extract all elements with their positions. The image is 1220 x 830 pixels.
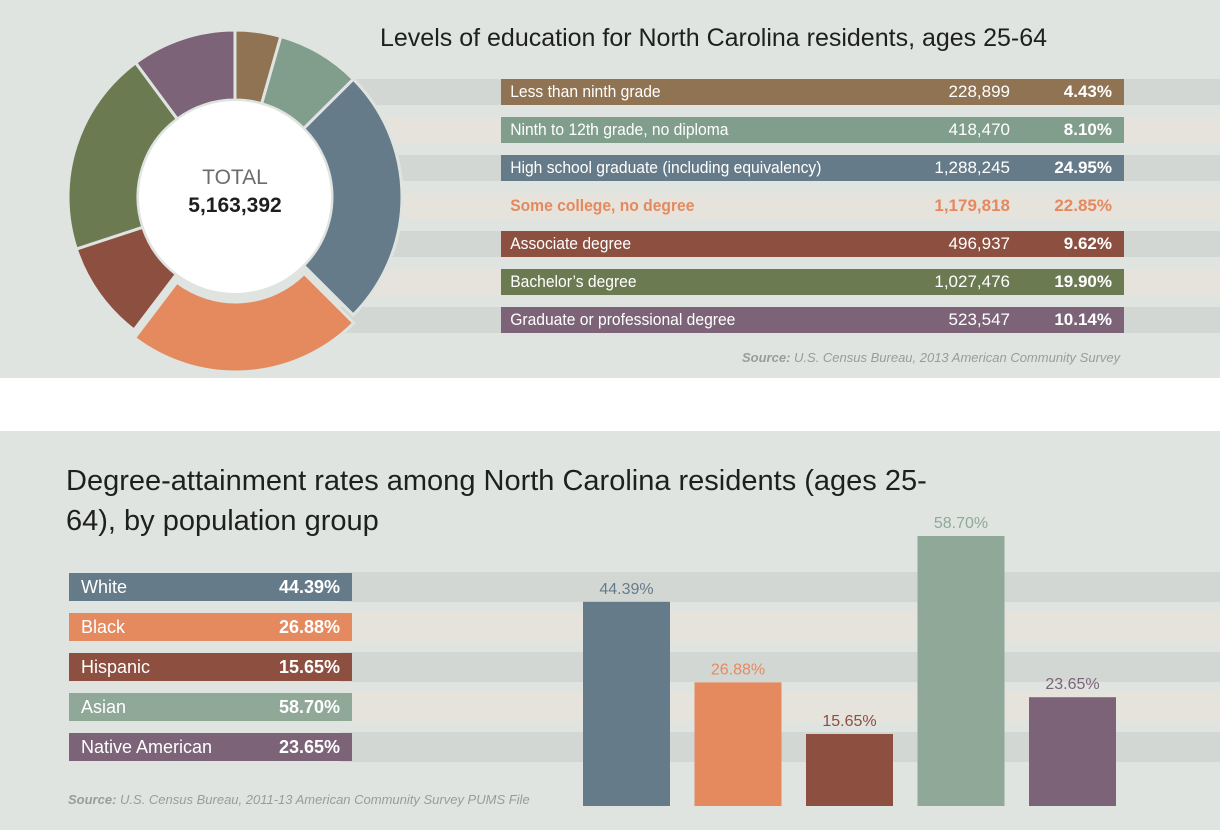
education-row-count: 418,470	[948, 120, 1010, 139]
education-row: Graduate or professional degree 523,547 10…	[501, 307, 1124, 333]
education-row: Bachelor’s degree 1,027,476 19.90%	[501, 269, 1124, 295]
donut-slice	[133, 28, 237, 122]
attainment-row-label: White	[81, 576, 128, 597]
education-stripe	[340, 193, 1220, 219]
attainment-row-percent: 26.88%	[278, 616, 340, 637]
bar-asian	[917, 535, 1005, 806]
bar-value-label: 23.65%	[1045, 676, 1099, 693]
education-row-label: Associate degree	[510, 234, 632, 253]
education-row-count: 1,179,818	[934, 196, 1010, 215]
donut-slice	[66, 60, 180, 251]
attainment-row-label: Native American	[81, 736, 213, 757]
education-donut-chart	[66, 28, 404, 372]
education-row-percent: 19.90%	[1054, 272, 1112, 291]
education-row: High school graduate (including equivale…	[501, 155, 1124, 181]
education-row: Less than ninth grade 228,899 4.43%	[501, 79, 1124, 105]
attainment-source-prefix: Source:	[68, 792, 117, 807]
education-row-label: Ninth to 12th grade, no diploma	[510, 120, 729, 139]
bar-black	[694, 682, 782, 806]
donut-center	[139, 101, 331, 293]
education-row-count: 228,899	[948, 82, 1010, 101]
attainment-row: Native American 23.65%	[69, 733, 352, 761]
bar-hispanic	[806, 734, 893, 806]
attainment-row-label: Hispanic	[81, 656, 151, 677]
attainment-row: Asian 58.70%	[69, 693, 352, 721]
education-row-label: High school graduate (including equivale…	[510, 158, 822, 177]
attainment-bar-chart: 44.39% 26.88% 15.65% 58.70% 23.65%	[583, 515, 1116, 806]
donut-total-value: 5,163,392	[188, 194, 282, 217]
attainment-row: Black 26.88%	[69, 613, 352, 641]
education-row-percent: 8.10%	[1063, 120, 1112, 139]
education-row-count: 523,547	[948, 310, 1010, 329]
attainment-row-percent: 23.65%	[278, 736, 340, 757]
attainment-row: White 44.39%	[69, 573, 352, 601]
education-row: Ninth to 12th grade, no diploma 418,470 8.…	[501, 117, 1124, 143]
education-row-percent: 4.43%	[1063, 82, 1112, 101]
bar-value-label: 15.65%	[822, 713, 876, 730]
bar-white	[583, 601, 670, 806]
donut-slice	[132, 271, 356, 372]
education-row-percent: 22.85%	[1054, 196, 1112, 215]
education-row-label: Some college, no degree	[510, 196, 695, 215]
education-row-count: 1,027,476	[934, 272, 1010, 291]
attainment-stripe	[340, 652, 1220, 682]
attainment-row-label: Black	[81, 616, 126, 637]
education-row-percent: 24.95%	[1054, 158, 1112, 177]
attainment-source: Source: U.S. Census Bureau, 2011-13 Amer…	[68, 792, 530, 807]
education-row-label: Graduate or professional degree	[510, 310, 736, 329]
education-row-label: Bachelor’s degree	[510, 272, 637, 291]
education-row-percent: 10.14%	[1054, 310, 1112, 329]
bar-value-label: 26.88%	[711, 661, 765, 678]
attainment-source-text: U.S. Census Bureau, 2011-13 American Com…	[116, 792, 530, 807]
attainment-chart-title: Degree-attainment rates among North Caro…	[66, 465, 927, 537]
education-source: Source: U.S. Census Bureau, 2013 America…	[742, 350, 1120, 365]
education-row-percent: 9.62%	[1063, 234, 1112, 253]
education-chart-title: Levels of education for North Carolina r…	[380, 24, 1048, 52]
donut-total-label: TOTAL	[202, 166, 268, 189]
education-source-text: U.S. Census Bureau, 2013 American Commun…	[790, 350, 1121, 365]
donut-slice	[301, 77, 404, 318]
education-row: Some college, no degree 1,179,818 22.85%	[501, 193, 1124, 219]
bar-value-label: 58.70%	[934, 515, 988, 532]
education-row: Associate degree 496,937 9.62%	[501, 231, 1124, 257]
education-row-count: 1,288,245	[934, 158, 1010, 177]
attainment-row-percent: 15.65%	[278, 656, 340, 677]
education-row-label: Less than ninth grade	[510, 82, 661, 101]
bar-value-label: 44.39%	[599, 581, 653, 598]
bar-native-american	[1029, 697, 1116, 806]
education-row-count: 496,937	[948, 234, 1010, 253]
attainment-stripe	[340, 612, 1220, 642]
education-source-prefix: Source:	[742, 350, 791, 365]
attainment-row-percent: 58.70%	[278, 696, 340, 717]
attainment-row: Hispanic 15.65%	[69, 653, 352, 681]
attainment-row-percent: 44.39%	[278, 576, 340, 597]
attainment-row-label: Asian	[81, 696, 127, 717]
attainment-stripe	[340, 572, 1220, 602]
